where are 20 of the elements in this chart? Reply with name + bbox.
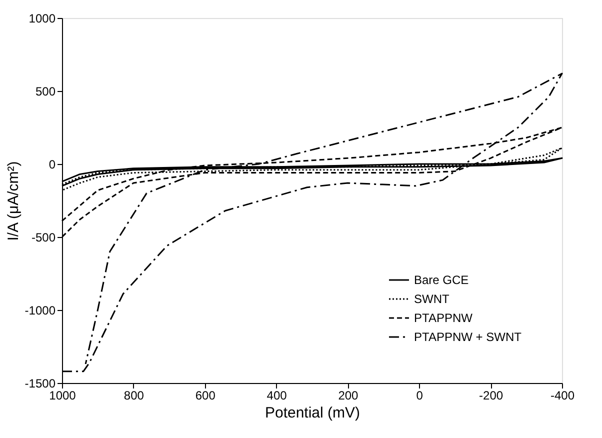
- x-tick-label: 200: [338, 388, 359, 402]
- legend-label: PTAPPNW + SWNT: [414, 330, 522, 344]
- x-tick-label: -400: [550, 388, 575, 402]
- x-tick-label: 600: [195, 388, 216, 402]
- x-axis-title: Potential (mV): [264, 404, 360, 422]
- x-tick-label: 400: [266, 388, 288, 402]
- y-tick-label: -1000: [24, 304, 56, 318]
- x-tick-label: 1000: [49, 388, 76, 402]
- x-tick-label: 800: [124, 388, 144, 402]
- y-tick-label: 0: [48, 158, 56, 172]
- y-tick-label: -500: [31, 230, 56, 244]
- legend-label: SWNT: [414, 292, 450, 306]
- x-tick-label: -200: [479, 388, 504, 402]
- x-tick-label: 0: [416, 388, 424, 402]
- legend-label: PTAPPNW: [414, 311, 474, 325]
- y-tick-label: -1500: [24, 376, 56, 390]
- legend-label: Bare GCE: [414, 273, 469, 287]
- y-tick-label: 1000: [28, 12, 56, 26]
- y-tick-label: 500: [35, 84, 56, 98]
- y-axis-title: I/A (μA/cm²): [4, 161, 22, 241]
